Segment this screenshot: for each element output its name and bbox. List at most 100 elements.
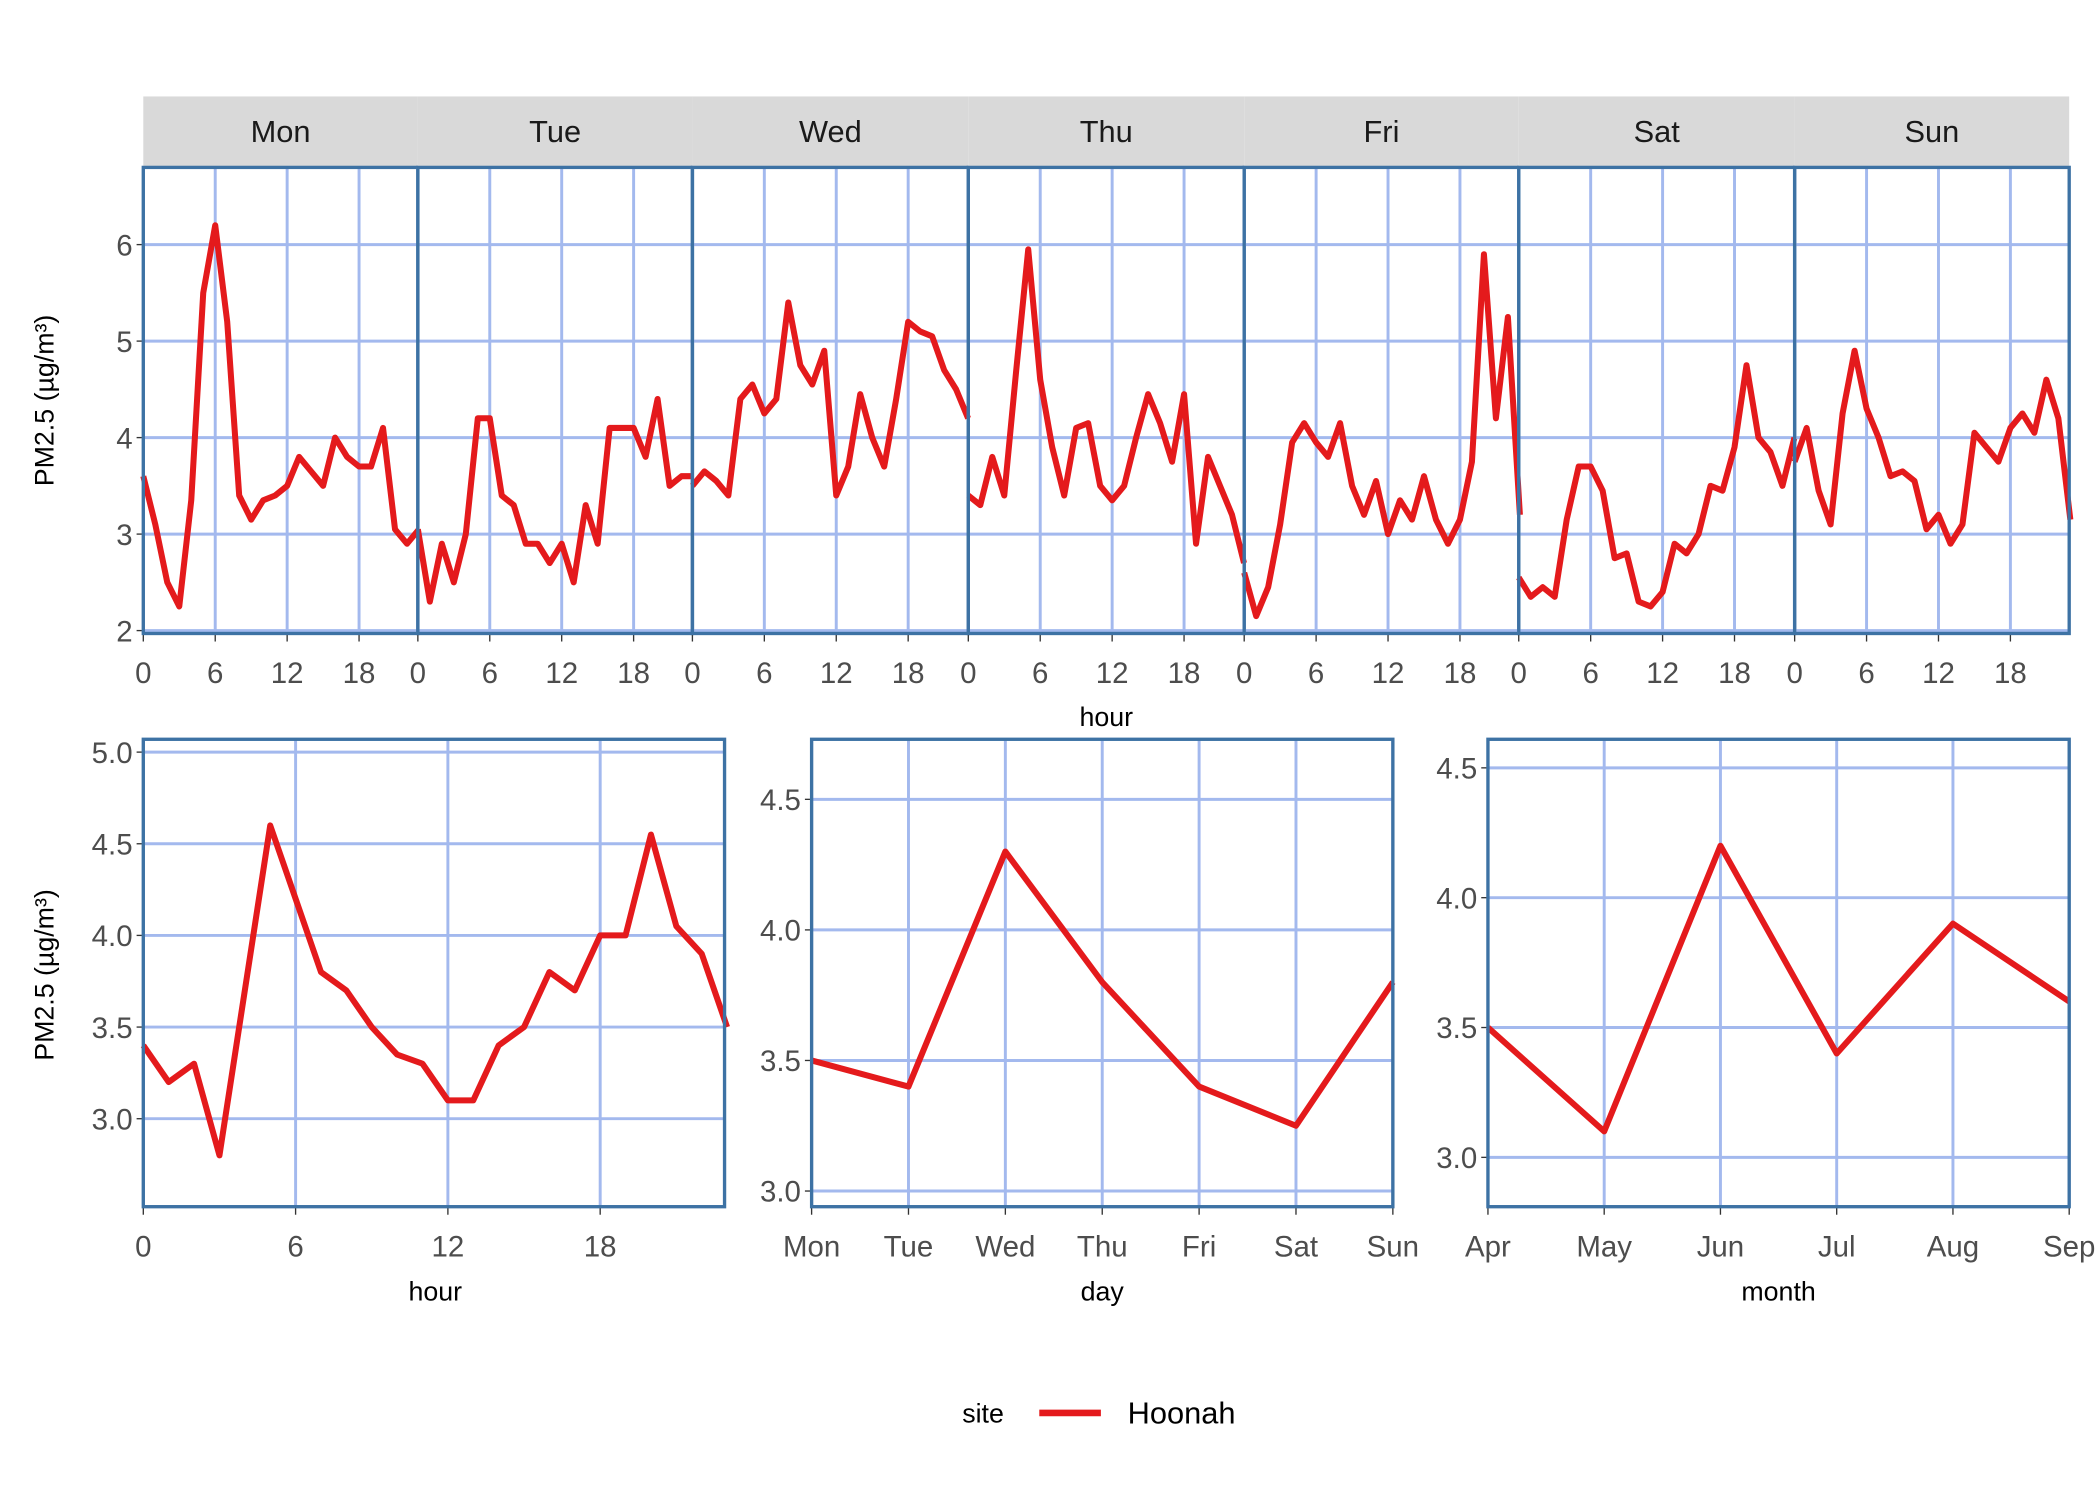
- legend-label: Hoonah: [1128, 1396, 1236, 1431]
- x-tick-label: 18: [1994, 657, 2027, 690]
- hour-x-axis-title: hour: [408, 1276, 462, 1306]
- y-tick-label: 4: [116, 422, 132, 455]
- x-tick-label: 12: [1372, 657, 1405, 690]
- x-tick-label: Apr: [1465, 1230, 1511, 1263]
- series-line-hoonah: [1485, 842, 2071, 1135]
- y-tick-label: 4.0: [1436, 882, 1477, 915]
- x-tick-label: 12: [432, 1230, 465, 1263]
- series-line-hoonah: [140, 822, 730, 1159]
- x-tick-label: 6: [756, 657, 772, 690]
- series-line-hoonah: [690, 299, 971, 499]
- x-tick-label: 18: [1168, 657, 1201, 690]
- x-tick-label: Sat: [1274, 1230, 1318, 1263]
- panel-border: [1486, 737, 2071, 1209]
- facet-strip-label: Mon: [251, 114, 311, 149]
- x-tick-label: May: [1576, 1230, 1632, 1263]
- x-tick-label: Aug: [1927, 1230, 1979, 1263]
- facet-strip-label: Fri: [1364, 114, 1400, 149]
- series-line-hoonah: [414, 395, 694, 605]
- x-tick-label: Thu: [1077, 1230, 1128, 1263]
- y-tick-label: 4.5: [1436, 753, 1477, 786]
- facet-strip: [1244, 96, 1519, 168]
- facet-fri: Fri 0 6 12 18: [1236, 96, 1523, 690]
- x-tick-label: Jul: [1818, 1230, 1856, 1263]
- x-tick-label: 0: [1236, 657, 1252, 690]
- x-tick-label: 0: [135, 657, 151, 690]
- series-line-hoonah: [140, 222, 422, 610]
- weekday-hour-facets: Mon 2 3 4 5 6 0 6 12 18 Tue 0 6 12 18 Wed 0 6 12 18 Thu 0 6 12 1…: [116, 96, 2074, 690]
- x-tick-label: 6: [207, 657, 223, 690]
- facet-strip-label: Sat: [1634, 114, 1681, 149]
- y-tick-label: 6: [116, 229, 132, 262]
- y-tick-label: 3: [116, 519, 132, 552]
- x-tick-label: 0: [135, 1230, 151, 1263]
- hour-y-axis-title: PM2.5 (µg/m³): [30, 889, 60, 1061]
- panel-border: [141, 737, 727, 1209]
- x-tick-label: 12: [271, 657, 304, 690]
- y-tick-label: 3.5: [92, 1012, 133, 1045]
- series-line-hoonah: [1516, 362, 1798, 610]
- y-tick-label: 3.5: [760, 1045, 801, 1078]
- x-tick-label: 6: [1308, 657, 1324, 690]
- facet-mon: Mon 2 3 4 5 6 0 6 12 18: [116, 96, 422, 690]
- day-x-axis-title: day: [1081, 1276, 1125, 1306]
- x-tick-label: 12: [1922, 657, 1955, 690]
- y-tick-label: 3.0: [1436, 1142, 1477, 1175]
- x-tick-label: 18: [343, 657, 376, 690]
- facet-strip-label: Wed: [799, 114, 862, 149]
- x-tick-label: 18: [1718, 657, 1751, 690]
- legend: site Hoonah: [962, 1396, 1235, 1431]
- panel-border: [1792, 165, 2071, 636]
- x-tick-label: 6: [1582, 657, 1598, 690]
- facet-strip: [1518, 96, 1795, 168]
- y-tick-label: 3.0: [92, 1103, 133, 1136]
- x-tick-label: 12: [1646, 657, 1679, 690]
- series-line-hoonah: [966, 246, 1247, 564]
- hour-panel: 3.0 3.5 4.0 4.5 5.0 0 6 12 18: [92, 737, 730, 1263]
- y-tick-label: 4.0: [760, 915, 801, 948]
- day-panel: 3.0 3.5 4.0 4.5 Mon Tue Wed Thu Fri Sat Sun: [760, 737, 1419, 1263]
- panel-border: [966, 165, 1246, 636]
- x-tick-label: 12: [1096, 657, 1129, 690]
- x-tick-label: 18: [892, 657, 925, 690]
- x-tick-label: 0: [960, 657, 976, 690]
- x-tick-label: Mon: [783, 1230, 840, 1263]
- y-tick-label: 2: [116, 615, 132, 648]
- facet-tue: Tue 0 6 12 18: [410, 96, 695, 690]
- x-tick-label: Jun: [1697, 1230, 1745, 1263]
- y-tick-label: 4.5: [760, 784, 801, 817]
- facet-strip: [417, 96, 693, 168]
- series-line-hoonah: [1241, 251, 1523, 620]
- x-tick-label: Wed: [975, 1230, 1035, 1263]
- facet-strip-label: Sun: [1905, 114, 1960, 149]
- month-panel: 3.0 3.5 4.0 4.5 Apr May Jun Jul Aug Sep: [1436, 737, 2095, 1263]
- x-tick-label: Sep: [2043, 1230, 2095, 1263]
- facet-strip-label: Thu: [1080, 114, 1133, 149]
- y-tick-label: 4.0: [92, 920, 133, 953]
- top-x-axis-title: hour: [1079, 702, 1133, 732]
- series-line-hoonah: [810, 848, 1396, 1129]
- x-tick-label: 6: [482, 657, 498, 690]
- y-tick-label: 3.5: [1436, 1012, 1477, 1045]
- month-x-axis-title: month: [1741, 1276, 1815, 1306]
- x-tick-label: Tue: [884, 1230, 934, 1263]
- facet-strip-label: Tue: [529, 114, 581, 149]
- facet-sat: Sat 0 6 12 18: [1511, 96, 1798, 690]
- top-y-axis-title: PM2.5 (µg/m³): [30, 315, 60, 487]
- y-tick-label: 5.0: [92, 737, 133, 770]
- facet-strip: [692, 96, 969, 168]
- facet-strip: [143, 96, 418, 168]
- x-tick-label: 18: [617, 657, 650, 690]
- facet-wed: Wed 0 6 12 18: [684, 96, 971, 690]
- x-tick-label: 18: [1444, 657, 1477, 690]
- x-tick-label: 18: [584, 1230, 617, 1263]
- x-tick-label: Fri: [1182, 1230, 1216, 1263]
- legend-title: site: [962, 1398, 1004, 1428]
- facet-strip: [1794, 96, 2070, 168]
- series-line-hoonah: [1791, 347, 2074, 547]
- y-tick-label: 3.0: [760, 1176, 801, 1209]
- panel-border: [809, 737, 1395, 1209]
- x-tick-label: 6: [1032, 657, 1048, 690]
- facet-strip: [968, 96, 1245, 168]
